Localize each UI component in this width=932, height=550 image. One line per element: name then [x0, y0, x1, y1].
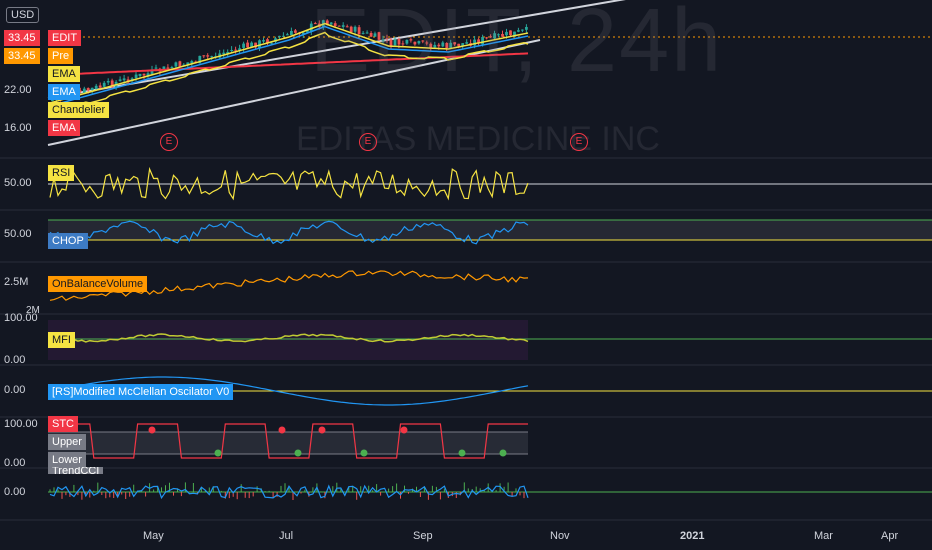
stc-line	[50, 423, 528, 459]
stc-signal-dot	[400, 426, 408, 434]
rsi-label[interactable]: RSI	[48, 165, 75, 181]
ema-red-line	[49, 52, 529, 76]
ema-blue-line	[49, 25, 529, 107]
mfi-band	[48, 320, 528, 360]
stc-signal-dot	[499, 449, 507, 457]
rsi-axis-value: 50.00	[4, 177, 32, 189]
stc-dots	[148, 426, 507, 457]
stc-axis-value-2: 0.00	[4, 457, 26, 469]
stc-lower-label[interactable]: Lower	[48, 452, 86, 468]
chop-axis-value: 50.00	[4, 228, 32, 240]
chop-line	[49, 220, 529, 245]
mcclellan-label[interactable]: [RS]Modified McClellan Oscilator V0	[48, 384, 234, 400]
channel-upper-line[interactable]	[47, 0, 690, 99]
legend-ema-blue[interactable]: EMA	[48, 84, 80, 100]
rsi-line	[49, 166, 529, 201]
chop-label[interactable]: CHOP	[48, 233, 88, 249]
ema-yellow-line	[49, 22, 529, 104]
time-axis-nov: Nov	[550, 530, 570, 542]
pane-dividers	[0, 157, 932, 521]
stc-signal-dot	[148, 426, 156, 434]
mcclellan-line	[49, 376, 529, 406]
time-axis-apr: Apr	[881, 530, 899, 542]
time-axis-may: May	[143, 530, 164, 542]
trendcci-axis-value: 0.00	[4, 486, 26, 498]
stc-signal-dot	[458, 449, 466, 457]
legend-ema-red[interactable]: EMA	[48, 120, 80, 136]
mcclellan-axis-value: 0.00	[4, 384, 26, 396]
stc-signal-dot	[214, 449, 222, 457]
trendcci-label[interactable]: TrendCCI	[48, 467, 104, 474]
chop-band	[48, 220, 932, 240]
watermark-name: EDITAS MEDICINE INC	[296, 120, 660, 158]
mfi-axis-value: 100.00	[4, 312, 38, 324]
obv-axis-value-2: 2M	[26, 305, 40, 316]
legend-ema-yellow[interactable]: EMA	[48, 66, 80, 82]
earnings-marker[interactable]: E	[570, 133, 588, 151]
time-axis-sep: Sep	[413, 530, 433, 542]
price-axis-22: 22.00	[4, 84, 32, 96]
edit-label[interactable]: EDIT	[48, 30, 82, 46]
stc-upper-label[interactable]: Upper	[48, 434, 86, 450]
mfi-line	[49, 333, 529, 343]
obv-label[interactable]: OnBalanceVolume	[48, 276, 148, 292]
legend-chandelier[interactable]: Chandelier	[48, 102, 110, 118]
pre-price-tag: 33.45	[4, 48, 40, 64]
obv-line	[49, 270, 529, 301]
earnings-marker[interactable]: E	[160, 133, 178, 151]
chandelier-line	[49, 31, 529, 115]
edit-price-tag: 33.45	[4, 30, 40, 46]
mfi-label[interactable]: MFI	[48, 332, 75, 348]
pre-label[interactable]: Pre	[48, 48, 74, 64]
stc-signal-dot	[278, 426, 286, 434]
trendcci-line	[49, 484, 529, 500]
stc-signal-dot	[294, 449, 302, 457]
stc-axis-value: 100.00	[4, 418, 38, 430]
currency-button[interactable]: USD	[6, 7, 40, 23]
stc-signal-dot	[360, 449, 368, 457]
stc-label[interactable]: STC	[48, 416, 78, 432]
earnings-marker[interactable]: E	[359, 133, 377, 151]
mfi-axis-value-2: 0.00	[4, 354, 26, 366]
time-axis-jul: Jul	[279, 530, 294, 542]
price-axis-16: 16.00	[4, 122, 32, 134]
time-axis-mar: Mar	[814, 530, 833, 542]
stc-band	[48, 432, 528, 454]
stc-signal-dot	[318, 426, 326, 434]
time-axis-2021: 2021	[680, 530, 705, 542]
watermark-symbol: EDIT, 24h	[310, 0, 724, 91]
obv-axis-value: 2.5M	[4, 276, 29, 288]
